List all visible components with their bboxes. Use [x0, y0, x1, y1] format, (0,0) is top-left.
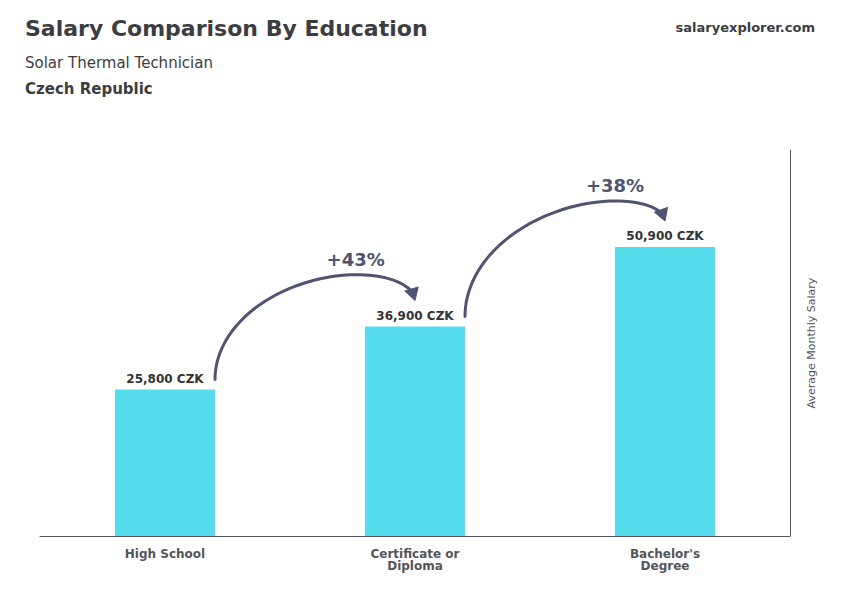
svg-text:salary: salary — [676, 20, 721, 35]
svg-text:Diploma: Diploma — [387, 559, 443, 573]
svg-text:Czech Republic: Czech Republic — [25, 80, 153, 98]
svg-text:High School: High School — [125, 547, 205, 561]
svg-text:Bachelor's: Bachelor's — [629, 547, 701, 561]
svg-text:+38%: +38% — [586, 175, 644, 196]
svg-text:explorer.com: explorer.com — [720, 20, 815, 35]
svg-text:Certificate or: Certificate or — [370, 547, 460, 561]
svg-text:50,900 CZK: 50,900 CZK — [626, 229, 704, 243]
svg-text:Average Monthly Salary: Average Monthly Salary — [805, 277, 818, 408]
svg-text:25,800 CZK: 25,800 CZK — [126, 372, 204, 386]
svg-text:36,900 CZK: 36,900 CZK — [376, 309, 454, 323]
svg-text:+43%: +43% — [327, 249, 385, 270]
svg-text:Degree: Degree — [641, 559, 690, 573]
svg-text:Solar Thermal Technician: Solar Thermal Technician — [25, 54, 213, 72]
svg-text:Salary Comparison By Education: Salary Comparison By Education — [25, 16, 428, 41]
